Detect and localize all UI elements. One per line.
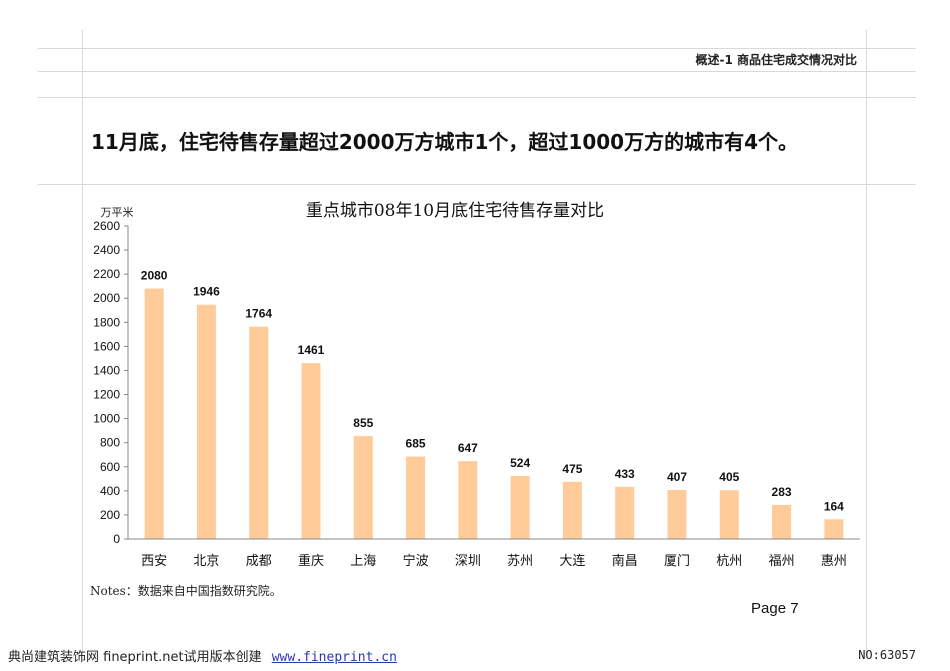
x-tick-label: 上海 xyxy=(350,554,376,569)
bar xyxy=(772,504,792,539)
footer-link[interactable]: www.fineprint.cn xyxy=(271,650,397,665)
data-label: 2080 xyxy=(141,269,168,283)
footer-watermark: 典尚建筑装饰网 fineprint.net试用版本创建 www.fineprin… xyxy=(8,646,397,665)
x-tick-label: 重庆 xyxy=(298,553,324,569)
data-label: 433 xyxy=(615,467,635,481)
y-tick-label: 1200 xyxy=(93,388,120,402)
y-tick-label: 800 xyxy=(100,436,120,450)
bar xyxy=(719,490,739,539)
chart-title: 重点城市08年10月底住宅待售存量对比 xyxy=(306,201,604,221)
x-tick-label: 深圳 xyxy=(455,554,481,569)
x-tick-label: 杭州 xyxy=(716,554,742,569)
y-tick-label: 1000 xyxy=(93,412,120,426)
x-tick-label: 厦门 xyxy=(664,554,690,569)
notes: Notes：数据来自中国指数研究院。 xyxy=(90,584,282,598)
guide-line xyxy=(38,97,916,98)
y-tick-label: 2000 xyxy=(93,291,120,305)
data-label: 855 xyxy=(353,416,373,430)
y-tick-label: 2400 xyxy=(93,243,120,257)
bar xyxy=(510,475,530,539)
y-tick-label: 200 xyxy=(100,508,120,522)
y-tick-label: 600 xyxy=(100,460,120,474)
y-tick-label: 2600 xyxy=(93,219,120,233)
data-label: 685 xyxy=(406,437,426,451)
data-label: 164 xyxy=(824,499,844,513)
page-number: Page 7 xyxy=(751,600,799,617)
y-tick-label: 2200 xyxy=(93,267,120,281)
x-tick-label: 成都 xyxy=(246,554,272,569)
x-tick-label: 宁波 xyxy=(403,553,429,569)
x-tick-label: 南昌 xyxy=(612,553,638,569)
x-tick-label: 苏州 xyxy=(507,553,533,569)
bar xyxy=(144,288,164,539)
bar xyxy=(353,436,373,539)
y-tick-label: 400 xyxy=(100,484,120,498)
bar xyxy=(667,490,687,539)
data-label: 405 xyxy=(719,470,739,484)
section-title: 概述-1 商品住宅成交情况对比 xyxy=(695,53,857,67)
x-tick-label: 福州 xyxy=(769,554,795,569)
headline: 11月底，住宅待售存量超过2000万方城市1个，超过1000万方的城市有4个。 xyxy=(91,130,798,154)
x-tick-label: 西安 xyxy=(141,554,167,569)
bar xyxy=(196,304,216,539)
bar xyxy=(249,326,269,539)
guide-line xyxy=(38,184,916,185)
y-tick-label: 1800 xyxy=(93,315,120,329)
guide-line xyxy=(38,48,916,49)
y-axis-label: 万平米 xyxy=(101,206,134,219)
x-tick-label: 大连 xyxy=(559,553,585,569)
guide-line xyxy=(38,71,916,72)
bar xyxy=(824,519,844,539)
x-tick-label: 北京 xyxy=(193,554,219,569)
data-label: 283 xyxy=(772,485,792,499)
y-tick-label: 0 xyxy=(113,532,120,546)
footer-text: 典尚建筑装饰网 fineprint.net试用版本创建 xyxy=(8,650,262,665)
data-label: 475 xyxy=(562,462,582,476)
bar xyxy=(458,461,478,539)
bar xyxy=(615,486,635,539)
y-tick-label: 1600 xyxy=(93,339,120,353)
data-label: 1461 xyxy=(298,343,325,357)
data-label: 524 xyxy=(510,456,530,470)
footer-number: NO:63057 xyxy=(858,648,916,662)
data-label: 1946 xyxy=(193,285,220,299)
x-tick-label: 惠州 xyxy=(821,554,847,569)
y-tick-label: 1400 xyxy=(93,363,120,377)
data-label: 407 xyxy=(667,470,687,484)
guide-line xyxy=(866,30,867,653)
data-label: 647 xyxy=(458,441,478,455)
bar xyxy=(301,363,321,539)
bar xyxy=(562,481,582,539)
data-label: 1764 xyxy=(245,307,272,321)
guide-line xyxy=(82,30,83,653)
bar xyxy=(406,456,426,539)
